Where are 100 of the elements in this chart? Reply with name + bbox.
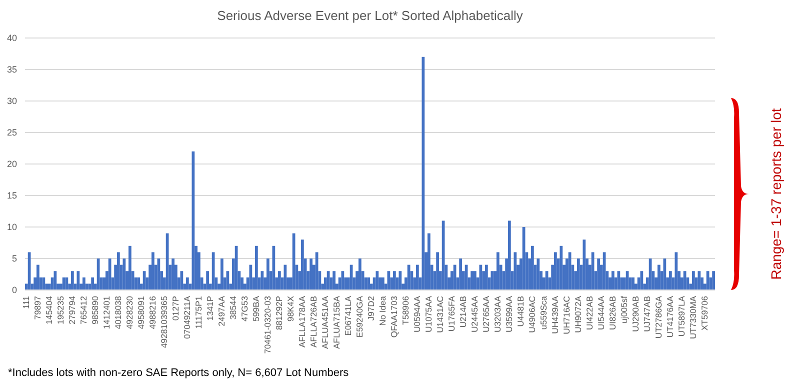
x-tick-label: 07049211A bbox=[182, 296, 192, 339]
x-tick-label: U3203AA bbox=[492, 296, 503, 332]
bar bbox=[692, 271, 695, 290]
bar bbox=[142, 271, 146, 290]
x-tick-label: AFLUA451AA bbox=[320, 296, 330, 349]
x-tick-label: UT7330MA bbox=[688, 296, 698, 339]
bar bbox=[602, 252, 606, 290]
bar bbox=[96, 258, 100, 290]
x-tick-label: UH716AC bbox=[562, 296, 572, 334]
bar bbox=[474, 271, 476, 290]
bar bbox=[706, 271, 710, 290]
x-tick-label: 1412401 bbox=[102, 296, 112, 330]
bar bbox=[485, 264, 488, 290]
text: Range= 1-37 reports per lot bbox=[768, 108, 784, 280]
bar bbox=[326, 271, 330, 290]
bar bbox=[91, 277, 94, 290]
bar bbox=[712, 271, 715, 290]
x-tick-label: 1341P bbox=[205, 296, 216, 321]
bar bbox=[597, 258, 600, 290]
y-tick-label: 10 bbox=[6, 222, 17, 232]
x-tick-label: U4906AC bbox=[527, 296, 538, 333]
x-tick-label: T58906 bbox=[400, 296, 411, 325]
bar bbox=[577, 258, 580, 290]
x-tick-label: 47G53 bbox=[240, 296, 250, 322]
x-tick-label: UJ290AB bbox=[630, 296, 641, 332]
bar bbox=[464, 264, 468, 290]
bar bbox=[453, 264, 456, 290]
x-tick-label: UH439AA bbox=[550, 296, 560, 334]
bar bbox=[382, 277, 384, 290]
x-tick-label: 2497AA bbox=[216, 296, 227, 326]
y-tick-label: 35 bbox=[6, 64, 17, 74]
bar bbox=[117, 252, 120, 290]
bar bbox=[531, 246, 534, 290]
x-tick-label: UT5897LA bbox=[676, 296, 687, 337]
x-tick-label: UJ747AB bbox=[642, 296, 652, 332]
bar bbox=[393, 271, 396, 290]
bar bbox=[186, 277, 189, 290]
y-tick-label: 20 bbox=[6, 158, 17, 169]
x-tick-label: UT4176AA bbox=[665, 296, 676, 338]
x-tick-label: 4018038 bbox=[113, 296, 124, 330]
bar bbox=[545, 271, 548, 290]
bar bbox=[436, 252, 439, 290]
bar bbox=[568, 252, 572, 290]
x-tick-label: UI422AB bbox=[584, 296, 595, 330]
y-tick-label: 15 bbox=[6, 190, 17, 200]
x-tick-label: 0127P bbox=[170, 296, 181, 321]
x-tick-label: 111 bbox=[21, 296, 32, 309]
bar bbox=[612, 271, 614, 290]
bar bbox=[332, 271, 336, 290]
bar bbox=[442, 220, 445, 290]
bar bbox=[172, 258, 174, 290]
x-tick-label: 38544 bbox=[228, 296, 238, 320]
bar bbox=[508, 220, 511, 290]
bar bbox=[128, 246, 132, 290]
y-tick-label: 30 bbox=[6, 96, 17, 106]
x-tick-label: U0594AA bbox=[412, 296, 422, 332]
x-tick-label: 195235 bbox=[56, 296, 66, 324]
x-tick-label: 599BA bbox=[251, 296, 262, 322]
bar bbox=[459, 258, 462, 290]
y-tick-label: 0 bbox=[12, 284, 17, 295]
bar bbox=[28, 252, 31, 290]
x-tick-label: 4928230 bbox=[124, 296, 135, 330]
x-tick-label: E06741LA bbox=[343, 296, 354, 336]
text: *Includes lots with non-zero SAE Reports only, N= 6,607 Lot Numbers bbox=[8, 367, 350, 379]
x-tick-label: XT59706 bbox=[700, 296, 710, 330]
x-tick-label: 881292P bbox=[274, 296, 284, 330]
bar bbox=[310, 258, 312, 290]
bar bbox=[292, 233, 296, 290]
bar bbox=[220, 258, 224, 290]
bar bbox=[407, 264, 410, 290]
bar bbox=[632, 277, 634, 290]
y-tick-label: 25 bbox=[6, 127, 17, 138]
bar bbox=[358, 258, 362, 290]
x-tick-label: UT2786GA bbox=[654, 296, 664, 339]
bar bbox=[428, 233, 430, 290]
x-tick-label: U1431AC bbox=[435, 296, 446, 333]
bar bbox=[255, 246, 258, 290]
bar bbox=[108, 258, 112, 290]
x-tick-label: 79897 bbox=[32, 296, 43, 320]
x-tick-label: AFLLA178AA bbox=[297, 296, 308, 348]
bar bbox=[206, 271, 209, 290]
x-tick-label: 4958091 bbox=[136, 296, 146, 330]
bar bbox=[554, 252, 557, 290]
x-tick-label: U214AB bbox=[458, 296, 468, 328]
x-tick-label: uj005sf bbox=[619, 295, 630, 324]
x-tick-label: U3599AA bbox=[504, 296, 514, 332]
bar bbox=[648, 258, 652, 290]
bar bbox=[350, 264, 353, 290]
bar bbox=[137, 277, 140, 290]
bar bbox=[470, 271, 474, 290]
x-tick-label: 49281039365 bbox=[159, 296, 170, 348]
x-tick-label: 279794 bbox=[67, 296, 78, 324]
x-tick-label: 98K4X bbox=[286, 296, 296, 322]
x-tick-label: U1075AA bbox=[424, 296, 434, 332]
bar bbox=[166, 233, 169, 290]
x-tick-label: J97D2 bbox=[366, 296, 376, 321]
x-tick-label: UI826AB bbox=[608, 296, 618, 330]
x-tick-label: U2765AA bbox=[481, 296, 492, 332]
x-tick-label: 11175P1 bbox=[194, 296, 204, 329]
bar bbox=[367, 277, 370, 290]
